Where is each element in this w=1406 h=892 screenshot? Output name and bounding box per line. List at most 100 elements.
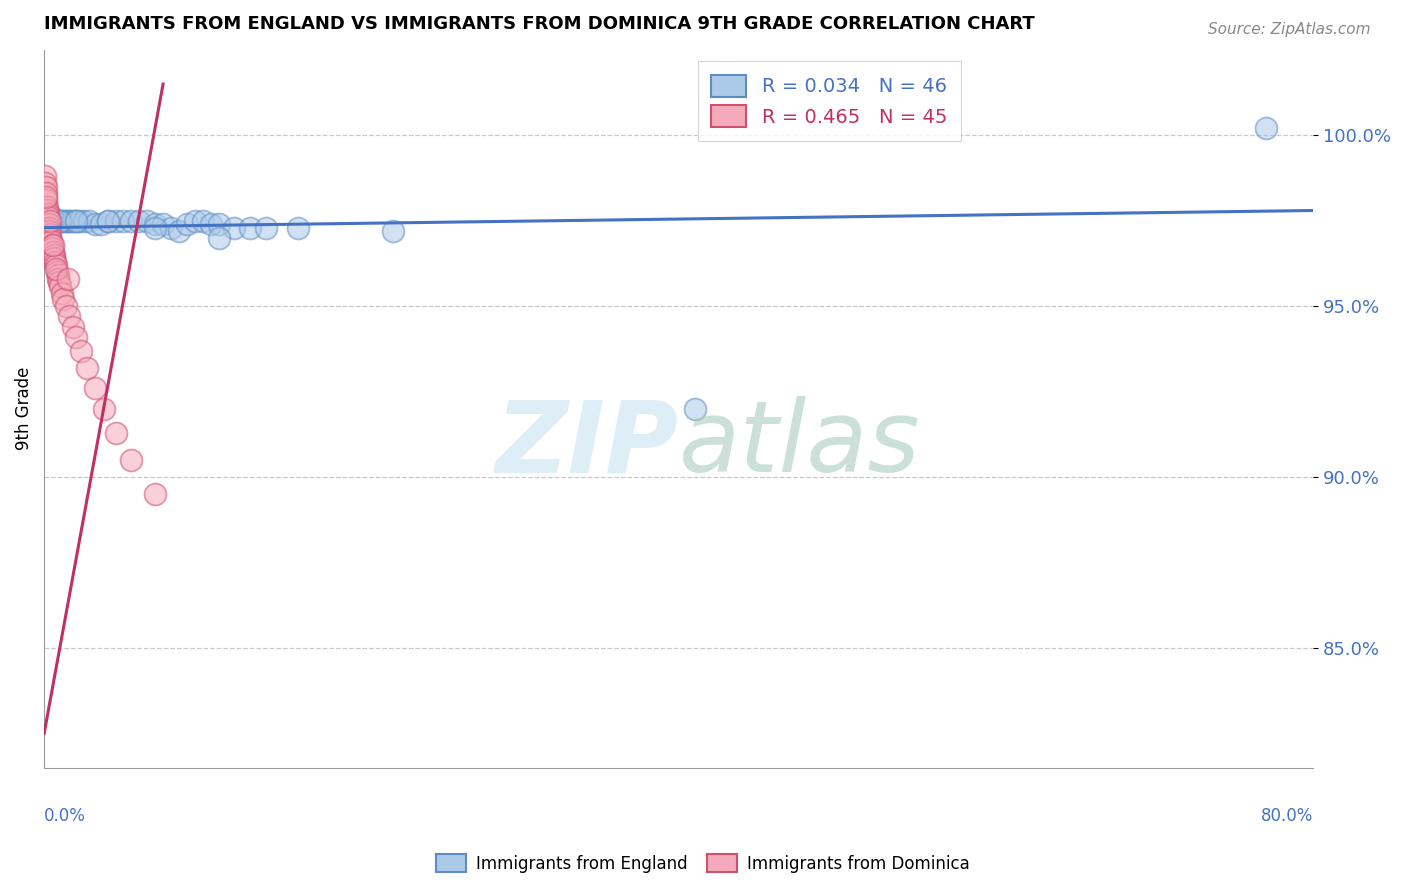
Point <box>37 203 59 218</box>
Point <box>49 278 72 293</box>
Point <box>143 220 166 235</box>
Point <box>136 213 159 227</box>
Point <box>62 319 84 334</box>
Point <box>49 213 72 227</box>
Point <box>35 179 58 194</box>
Point <box>112 213 135 227</box>
Point <box>83 217 105 231</box>
Point <box>38 217 60 231</box>
Point <box>287 220 309 235</box>
Point <box>39 213 62 227</box>
Point <box>55 213 77 227</box>
Point <box>207 231 229 245</box>
Point <box>90 217 112 231</box>
Point <box>37 207 59 221</box>
Point <box>160 220 183 235</box>
Point <box>34 169 56 184</box>
Point <box>44 254 66 268</box>
Point <box>254 220 277 235</box>
Point <box>38 211 60 225</box>
Point <box>45 213 67 227</box>
Point <box>41 241 63 255</box>
Point <box>62 213 84 227</box>
Point <box>191 213 214 227</box>
Text: Source: ZipAtlas.com: Source: ZipAtlas.com <box>1208 22 1371 37</box>
Point <box>143 217 166 231</box>
Point <box>52 293 75 307</box>
Point <box>51 285 73 300</box>
Point <box>1254 121 1277 136</box>
Point <box>69 343 91 358</box>
Point <box>45 261 67 276</box>
Point <box>67 213 90 227</box>
Point <box>56 213 79 227</box>
Point <box>93 401 115 416</box>
Point <box>143 487 166 501</box>
Point <box>97 213 120 227</box>
Point <box>77 213 100 227</box>
Point <box>35 193 58 207</box>
Point <box>34 176 56 190</box>
Point <box>42 248 65 262</box>
Point <box>83 381 105 395</box>
Point <box>207 217 229 231</box>
Point <box>41 237 63 252</box>
Point <box>39 231 62 245</box>
Point <box>128 213 150 227</box>
Text: 80.0%: 80.0% <box>1261 807 1313 825</box>
Point <box>38 227 60 242</box>
Point <box>224 220 246 235</box>
Legend: R = 0.034   N = 46, R = 0.465   N = 45: R = 0.034 N = 46, R = 0.465 N = 45 <box>697 61 960 141</box>
Point <box>38 220 60 235</box>
Point <box>104 425 127 440</box>
Point <box>76 360 98 375</box>
Point <box>48 213 70 227</box>
Text: IMMIGRANTS FROM ENGLAND VS IMMIGRANTS FROM DOMINICA 9TH GRADE CORRELATION CHART: IMMIGRANTS FROM ENGLAND VS IMMIGRANTS FR… <box>44 15 1035 33</box>
Point <box>38 224 60 238</box>
Text: atlas: atlas <box>679 396 921 493</box>
Point <box>46 268 69 283</box>
Point <box>239 220 262 235</box>
Point <box>683 401 706 416</box>
Point <box>35 200 58 214</box>
Point <box>42 244 65 259</box>
Text: ZIP: ZIP <box>496 396 679 493</box>
Point <box>42 213 65 227</box>
Legend: Immigrants from England, Immigrants from Dominica: Immigrants from England, Immigrants from… <box>429 847 977 880</box>
Point <box>35 190 58 204</box>
Point <box>97 213 120 227</box>
Point <box>104 213 127 227</box>
Point <box>152 217 174 231</box>
Point <box>39 234 62 248</box>
Point <box>73 213 96 227</box>
Point <box>382 224 405 238</box>
Point <box>48 275 70 289</box>
Point <box>37 211 59 225</box>
Point <box>48 272 70 286</box>
Y-axis label: 9th Grade: 9th Grade <box>15 368 32 450</box>
Point <box>45 258 67 272</box>
Point <box>58 310 80 324</box>
Point <box>44 252 66 266</box>
Point <box>35 186 58 201</box>
Point <box>49 213 72 227</box>
Point <box>167 224 190 238</box>
Point <box>41 211 63 225</box>
Point <box>120 453 142 467</box>
Point <box>52 213 75 227</box>
Point <box>65 213 87 227</box>
Point <box>35 213 58 227</box>
Point <box>38 213 60 227</box>
Point <box>176 217 198 231</box>
Point <box>45 265 67 279</box>
Point <box>184 213 207 227</box>
Point <box>56 272 79 286</box>
Point <box>120 213 142 227</box>
Point <box>65 330 87 344</box>
Point <box>42 237 65 252</box>
Point <box>65 213 87 227</box>
Point <box>55 299 77 313</box>
Text: 0.0%: 0.0% <box>44 807 86 825</box>
Point <box>59 213 82 227</box>
Point <box>200 217 222 231</box>
